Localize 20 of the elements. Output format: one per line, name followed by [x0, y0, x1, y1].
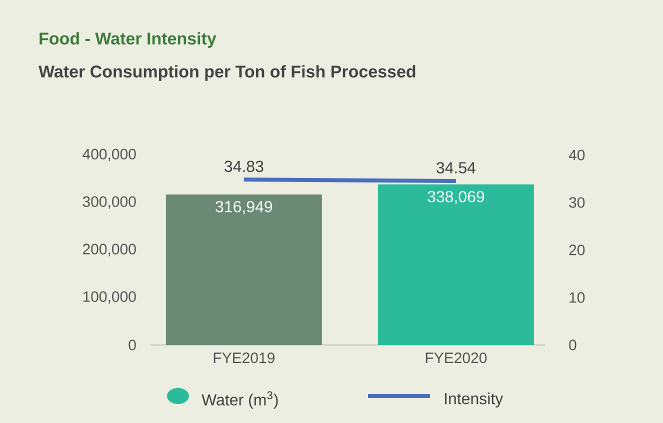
y-tick-label: 400,000 [82, 148, 136, 162]
data-label: 316,949 [216, 200, 272, 214]
data-label: 34.54 [436, 162, 476, 174]
y-tick-label: 100,000 [83, 291, 136, 304]
data-label: 34.83 [224, 160, 264, 172]
y-tick-label: 300,000 [82, 196, 136, 209]
x-tick-label: FYE2020 [426, 352, 487, 364]
y-tick-label: 200,000 [83, 244, 136, 256]
chart-title: Food - Water Intensity [40, 32, 216, 48]
legend-label: Water (m$^{3}$) [202, 391, 278, 409]
data-label: 338,069 [428, 190, 484, 204]
y2-tick-label: 0 [569, 340, 576, 350]
y-tick-label: 0 [128, 340, 136, 350]
x-tick-label: FYE2019 [214, 352, 274, 364]
y2-tick-label: 40 [568, 150, 585, 160]
chart-subtitle: Water Consumption per Ton of Fish Processed [38, 65, 416, 81]
y2-tick-label: 10 [570, 292, 585, 303]
y2-tick-label: 20 [569, 244, 585, 256]
y2-tick-label: 30 [569, 197, 585, 208]
legend-label: Intensity [445, 392, 504, 408]
